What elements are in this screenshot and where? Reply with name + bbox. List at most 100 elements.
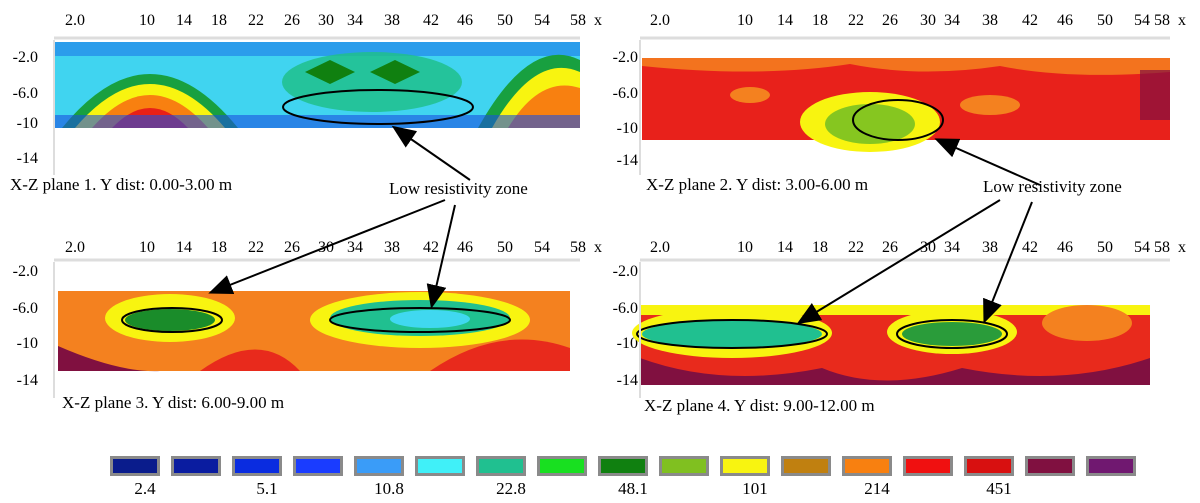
- x-axis-ticks-plane-2: 2.0 10 14 18 22 26 30 34 38 42 46 50 54 58 x: [650, 12, 1186, 29]
- x-tick-label: 38: [384, 12, 400, 29]
- patch-red-2: [430, 339, 570, 371]
- x-tick-label: 26: [284, 239, 300, 256]
- plane-4-plot: 2.0 10 14 18 22 26 30 34 38 42 46 50 54 58 x -2.0-6.0-…: [613, 239, 1186, 398]
- z-tick-label: -10: [17, 335, 38, 352]
- x-tick-label: 54: [1134, 239, 1150, 256]
- patch-orange-1: [730, 87, 770, 103]
- anomaly-green: [825, 104, 915, 144]
- z-axis-ticks-plane-4: -2.0 -6.0 -10 -14: [613, 263, 638, 389]
- anomaly-left-green: [642, 320, 822, 348]
- section-bottom-band: [55, 115, 580, 128]
- x-tick-label: 18: [812, 12, 828, 29]
- x-tick-label: 22: [848, 239, 864, 256]
- z-axis-ticks-plane-3: -2.0 -6.0 -10 -14: [13, 263, 38, 389]
- x-tick-label: 58: [1154, 12, 1170, 29]
- section-plane-3: 2.0 10 14 18 22 26 30 34 38 42 46 50 54 58 x -2.0 -6.0-…: [0, 228, 602, 453]
- z-tick-label: -6.0: [613, 85, 638, 102]
- plane-2-plot: 2.0 10 14 18 22 26 30 34 38 42 46 50 54 58 x -2.0-6.0-…: [613, 12, 1186, 175]
- x-tick-label: 18: [812, 239, 828, 256]
- z-tick-label: -14: [17, 372, 38, 389]
- x-tick-label: 2.0: [65, 12, 85, 29]
- legend-swatch: [842, 456, 892, 476]
- annotation-label-right: Low resistivity zone: [983, 177, 1122, 196]
- low-resistivity-ellipse-right: [329, 307, 511, 333]
- legend-swatch: [903, 456, 953, 476]
- plane-4-caption: X-Z plane 4. Y dist: 9.00-12.00 m: [644, 396, 875, 415]
- legend-swatch: [476, 456, 526, 476]
- section-bottom-purple: [640, 358, 1150, 385]
- resistivity-section-plane-1: [55, 42, 580, 128]
- x-axis-ticks-plane-1: 2.0 10 14 18 22 26 30 34 38 42 46 50 54 58 x: [65, 12, 602, 29]
- z-tick-label: -2.0: [13, 263, 38, 280]
- x-tick-label: 46: [1057, 12, 1073, 29]
- x-tick-label: 54: [1134, 12, 1150, 29]
- x-tick-label: x: [1178, 12, 1186, 29]
- x-tick-label: x: [594, 12, 602, 29]
- z-axis-ticks-plane-1: -2.0 -6.0 -10 -14: [13, 49, 38, 167]
- anomaly-right-cyan: [390, 310, 470, 328]
- legend-swatch: [354, 456, 404, 476]
- anomaly-center-green: [282, 52, 462, 112]
- z-tick-label: -6.0: [613, 300, 638, 317]
- x-tick-label: 42: [1022, 12, 1038, 29]
- x-tick-label: 10: [737, 12, 753, 29]
- x-tick-label: 50: [497, 12, 513, 29]
- legend-swatch: [1086, 456, 1136, 476]
- x-tick-label: 26: [882, 12, 898, 29]
- legend-swatch: [964, 456, 1014, 476]
- x-tick-label: 10: [139, 239, 155, 256]
- legend-label: 214: [864, 479, 890, 498]
- legend-swatch: [1025, 456, 1075, 476]
- x-tick-label: 34: [347, 239, 363, 256]
- x-tick-label: 38: [982, 12, 998, 29]
- x-tick-label: 18: [211, 12, 227, 29]
- low-resistivity-ellipse: [282, 89, 474, 125]
- x-tick-label: 26: [284, 12, 300, 29]
- x-tick-label: 22: [248, 12, 264, 29]
- x-tick-label: 34: [944, 12, 960, 29]
- x-tick-label: 42: [1022, 239, 1038, 256]
- z-tick-label: -6.0: [13, 85, 38, 102]
- x-tick-label: 18: [211, 239, 227, 256]
- x-tick-label: 46: [457, 12, 473, 29]
- legend-label: 22.8: [496, 479, 526, 498]
- resistivity-section-plane-3: [58, 291, 570, 372]
- x-tick-label: 14: [777, 239, 793, 256]
- legend-label: 48.1: [618, 479, 648, 498]
- section-plane-4: 2.0 10 14 18 22 26 30 34 38 42 46 50 54 58 x -2.0 -6.0-…: [582, 228, 1186, 453]
- x-tick-label: 2.0: [650, 12, 670, 29]
- plane-1-plot: 2.0 10 14 18 22 26 30 34 38 42 46 50 54 58 x -2.0-6.0-…: [13, 12, 602, 175]
- x-tick-label: 22: [848, 12, 864, 29]
- patch-orange-2: [960, 95, 1020, 115]
- x-tick-label: x: [594, 239, 602, 256]
- x-tick-label: 58: [570, 12, 586, 29]
- x-tick-label: 30: [318, 239, 334, 256]
- anomaly-center-dark-1: [305, 60, 355, 84]
- resistivity-section-plane-2: [642, 58, 1170, 152]
- patch-orange: [1042, 305, 1132, 341]
- anomaly-right-green: [902, 322, 1002, 346]
- x-tick-label: 58: [570, 239, 586, 256]
- low-resistivity-ellipse-left: [121, 307, 223, 333]
- x-tick-label: 10: [139, 12, 155, 29]
- anomaly-left-dark: [125, 309, 215, 331]
- x-tick-label: 46: [1057, 239, 1073, 256]
- patch-purple-left: [58, 346, 160, 372]
- x-tick-label: 2.0: [65, 239, 85, 256]
- x-tick-label: 30: [318, 12, 334, 29]
- x-tick-label: 38: [384, 239, 400, 256]
- x-axis-ticks-plane-3: 2.0 10 14 18 22 26 30 34 38 42 46 50 54 58 x: [65, 239, 602, 256]
- z-tick-label: -10: [617, 120, 638, 137]
- legend-swatch: [781, 456, 831, 476]
- z-tick-label: -2.0: [13, 49, 38, 66]
- annotation-label-left: Low resistivity zone: [389, 179, 528, 198]
- anomaly-center-dark-2: [370, 60, 420, 84]
- low-resistivity-ellipse: [852, 99, 944, 141]
- x-tick-label: 14: [176, 239, 192, 256]
- legend-swatch: [659, 456, 709, 476]
- x-tick-label: 14: [176, 12, 192, 29]
- legend-label: 2.4: [134, 479, 156, 498]
- x-tick-label: 26: [882, 239, 898, 256]
- plane-1-caption: X-Z plane 1. Y dist: 0.00-3.00 m: [10, 175, 233, 194]
- section-plane-2: 2.0 10 14 18 22 26 30 34 38 42 46 50 54 58 x -2.0 -6.0-…: [600, 0, 1200, 225]
